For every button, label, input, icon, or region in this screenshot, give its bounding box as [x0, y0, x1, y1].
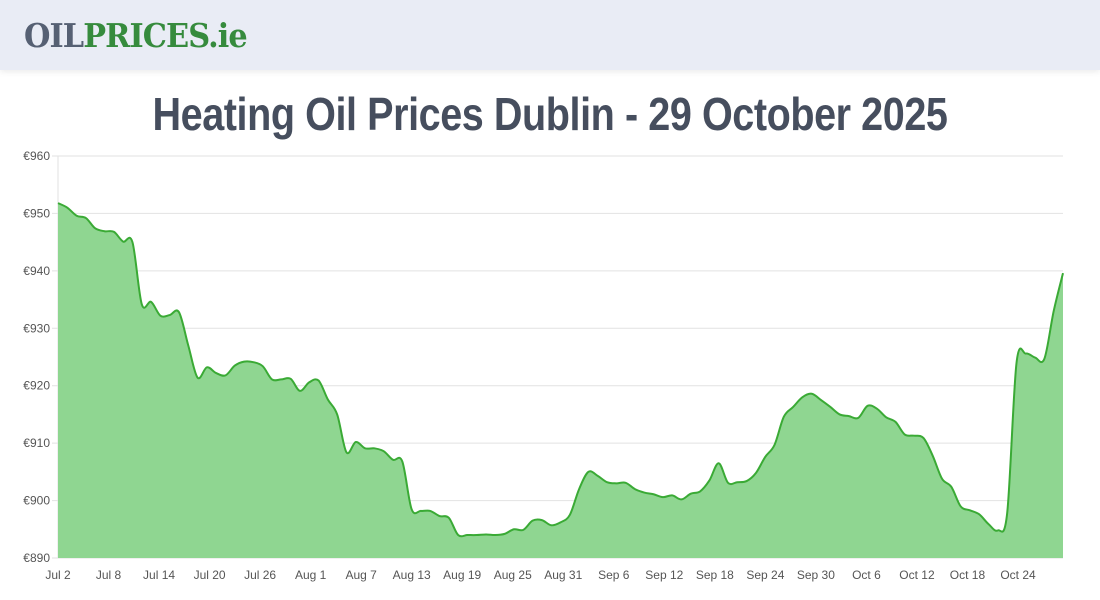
x-tick-label: Sep 12: [645, 568, 683, 582]
x-tick-label: Oct 18: [950, 568, 986, 582]
y-tick-label: €960: [23, 149, 50, 163]
site-logo[interactable]: OILPRICES.ie: [24, 16, 248, 56]
page-title: Heating Oil Prices Dublin - 29 October 2…: [152, 88, 948, 140]
x-tick-label: Jul 14: [143, 568, 175, 582]
price-line: [57, 202, 1064, 538]
x-tick-label: Sep 30: [797, 568, 835, 582]
x-axis: Jul 2 Jul 8 Jul 14 Jul 20 Jul 26 Aug 1 Aug 7 Au…: [45, 568, 1036, 582]
x-tick-label: Aug 19: [443, 568, 481, 582]
y-tick-label: €920: [23, 379, 50, 393]
x-tick-label: Jul 26: [244, 568, 276, 582]
x-tick-label: Sep 18: [696, 568, 734, 582]
y-tick-label: €940: [23, 264, 50, 278]
price-area-fill: [58, 203, 1063, 558]
x-tick-label: Oct 24: [1000, 568, 1036, 582]
x-tick-label: Jul 20: [194, 568, 226, 582]
logo-part-oil: OIL: [24, 16, 84, 55]
x-tick-label: Sep 6: [598, 568, 630, 582]
logo-part-tld: .ie: [208, 16, 248, 55]
y-tick-label: €910: [23, 436, 50, 450]
logo-part-prices: PRICES: [83, 16, 209, 55]
x-tick-label: Jul 2: [45, 568, 71, 582]
y-tick-label: €900: [23, 494, 50, 508]
y-tick-label: €930: [23, 321, 50, 335]
x-tick-label: Oct 6: [852, 568, 881, 582]
site-header: OILPRICES.ie: [0, 0, 1100, 70]
y-tick-label: €890: [23, 551, 50, 565]
x-tick-label: Aug 25: [494, 568, 532, 582]
x-tick-label: Aug 31: [544, 568, 582, 582]
x-tick-label: Jul 8: [96, 568, 122, 582]
x-tick-label: Aug 1: [295, 568, 327, 582]
x-tick-label: Aug 7: [345, 568, 377, 582]
y-axis: €960 €950 €940 €930 €920 €910 €900 €890: [23, 149, 50, 565]
x-tick-label: Sep 24: [746, 568, 784, 582]
y-tick-label: €950: [23, 206, 50, 220]
x-tick-label: Oct 12: [899, 568, 935, 582]
x-tick-label: Aug 13: [393, 568, 431, 582]
